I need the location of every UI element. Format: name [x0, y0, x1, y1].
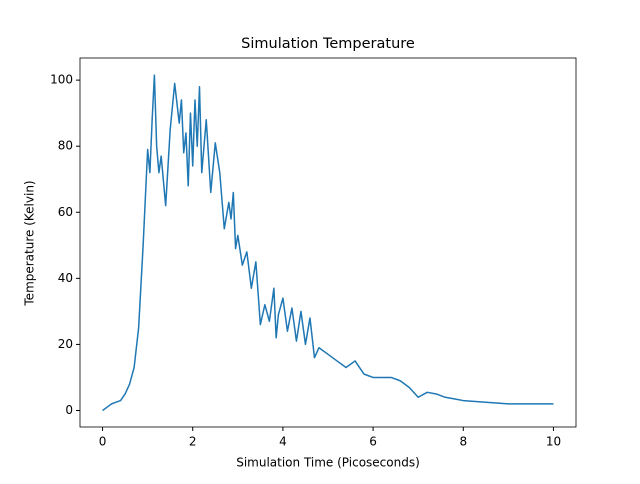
x-tick-label: 10: [546, 435, 561, 449]
x-axis-label: Simulation Time (Picoseconds): [236, 456, 420, 470]
y-tick-label: 20: [58, 337, 73, 351]
x-tick-label: 8: [459, 435, 467, 449]
x-tick-label: 4: [279, 435, 287, 449]
y-axis-label: Temperature (Kelvin): [23, 180, 37, 306]
x-tick-label: 6: [369, 435, 377, 449]
y-tick-label: 80: [58, 139, 73, 153]
chart-title: Simulation Temperature: [241, 36, 415, 52]
y-tick-label: 40: [58, 271, 73, 285]
data-line: [102, 74, 554, 412]
y-tick-label: 0: [65, 403, 73, 417]
x-tick-label: 2: [189, 435, 197, 449]
y-tick-label: 100: [50, 73, 73, 87]
y-tick-label: 60: [58, 205, 73, 219]
plot-frame: [79, 57, 577, 428]
x-tick-label: 0: [99, 435, 107, 449]
